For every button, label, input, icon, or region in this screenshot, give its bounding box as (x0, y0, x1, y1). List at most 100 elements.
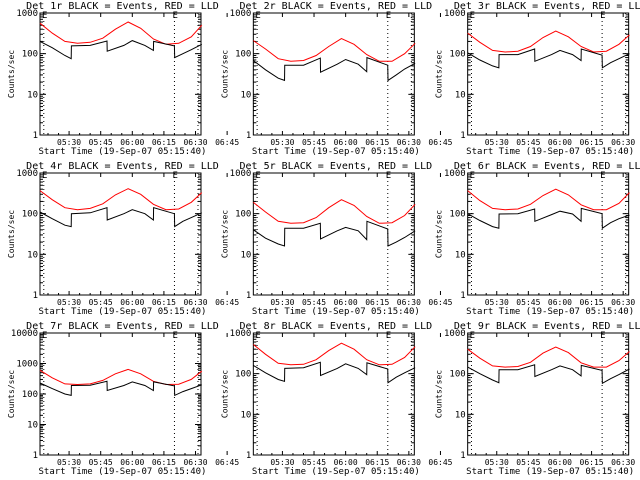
x-tick-label: 06:00 (334, 138, 358, 147)
e-marker: E (42, 11, 47, 21)
y-tick-label: 1000 (230, 169, 252, 179)
e-marker: E (172, 11, 177, 21)
y-tick-label: 10 (455, 410, 466, 420)
e-marker: E (386, 171, 391, 181)
e-marker: E (255, 11, 260, 21)
y-tick-label: 10 (455, 250, 466, 260)
e-marker: E (42, 331, 47, 341)
x-tick-label: 05:45 (89, 298, 113, 307)
x-tick-label: 05:30 (57, 458, 81, 467)
x-tick-label: 05:30 (57, 298, 81, 307)
x-tick-label: 05:30 (57, 138, 81, 147)
series-events (39, 40, 203, 60)
y-tick-label: 10000 (11, 329, 38, 339)
x-axis-label: Start Time (19-Sep-07 05:15:40) (39, 147, 207, 157)
y-tick-label: 1000 (444, 169, 466, 179)
y-tick-label: 1000 (16, 9, 38, 19)
x-tick-label: 05:45 (89, 138, 113, 147)
y-axis-label: Counts/sec (435, 210, 444, 258)
series-lld (39, 21, 203, 45)
x-axis-label: Start Time (19-Sep-07 05:15:40) (466, 147, 634, 157)
e-marker: E (386, 331, 391, 341)
e-marker: E (172, 331, 177, 341)
panel-det-2: Det 2r BLACK = Events, RED = LLD 1 10 100 10… (220, 1, 452, 157)
y-tick-label: 1 (33, 131, 38, 141)
axes-frame (39, 12, 202, 136)
y-tick-label: 1 (460, 451, 465, 461)
x-tick-label: 06:15 (580, 298, 604, 307)
e-marker: E (600, 171, 605, 181)
x-tick-label: 05:45 (516, 458, 540, 467)
x-tick-label: 06:30 (611, 138, 635, 147)
series-lld (39, 188, 203, 211)
e-marker: E (172, 171, 177, 181)
x-axis-label: Start Time (19-Sep-07 05:15:40) (466, 307, 634, 317)
e-marker: E (42, 171, 47, 181)
axes-frame (467, 172, 630, 296)
series-events (467, 48, 630, 69)
y-tick-label: 1000 (230, 329, 252, 339)
x-tick-label: 06:30 (183, 138, 207, 147)
panel-det-7: Det 7r BLACK = Events, RED = LLD 1 10 100 10… (7, 321, 239, 477)
y-axis-label: Counts/sec (220, 50, 229, 98)
panel-det-3: Det 3r BLACK = Events, RED = LLD 1 10 100 10… (435, 1, 640, 157)
series-events (39, 380, 202, 397)
y-tick-label: 100 (22, 210, 38, 220)
axes-frame (252, 172, 415, 296)
x-tick-label: 06:15 (152, 458, 176, 467)
e-marker: E (470, 331, 475, 341)
panel-det-9: Det 9r BLACK = Events, RED = LLD 1 10 100 10… (435, 321, 640, 477)
series-events (467, 207, 630, 230)
x-tick-label: 06:00 (334, 298, 358, 307)
e-marker: E (255, 331, 260, 341)
x-tick-label: 06:15 (365, 458, 389, 467)
y-tick-label: 1 (460, 131, 465, 141)
y-tick-label: 1000 (230, 9, 252, 19)
series-lld (253, 342, 416, 366)
y-tick-label: 1000 (16, 360, 38, 370)
x-axis-label: Start Time (19-Sep-07 05:15:40) (252, 147, 420, 157)
x-tick-label: 06:30 (183, 458, 207, 467)
y-tick-label: 100 (235, 210, 251, 220)
x-tick-label: 05:45 (302, 298, 326, 307)
y-axis-label: Counts/sec (7, 50, 16, 98)
panel-title: Det 3r BLACK = Events, RED = LLD (454, 1, 640, 12)
x-tick-label: 06:15 (152, 298, 176, 307)
x-axis-label: Start Time (19-Sep-07 05:15:40) (252, 307, 420, 317)
panel-title: Det 7r BLACK = Events, RED = LLD (26, 321, 219, 332)
series-events (253, 220, 416, 247)
e-marker: E (255, 171, 260, 181)
panel-title: Det 1r BLACK = Events, RED = LLD (26, 1, 219, 12)
x-tick-label: 05:45 (89, 458, 113, 467)
x-tick-label: 06:00 (120, 458, 144, 467)
series-lld (39, 368, 203, 386)
x-tick-label: 06:00 (548, 138, 572, 147)
axes-frame (467, 332, 630, 456)
panel-det-8: Det 8r BLACK = Events, RED = LLD 1 10 100 10… (220, 321, 452, 477)
panel-det-6: Det 6r BLACK = Events, RED = LLD 1 10 100 10… (435, 161, 640, 317)
panel-det-5: Det 5r BLACK = Events, RED = LLD 1 10 100 10… (220, 161, 452, 317)
x-tick-label: 06:15 (580, 458, 604, 467)
x-tick-label: 05:45 (516, 138, 540, 147)
x-axis-label: Start Time (19-Sep-07 05:15:40) (39, 467, 207, 477)
x-tick-label: 06:00 (334, 458, 358, 467)
y-tick-label: 10 (240, 90, 251, 100)
x-tick-label: 06:45 (215, 298, 239, 307)
panel-title: Det 4r BLACK = Events, RED = LLD (26, 161, 219, 172)
series-lld (467, 30, 630, 53)
y-tick-label: 10 (240, 410, 251, 420)
y-tick-label: 1 (246, 451, 251, 461)
x-tick-label: 05:30 (485, 298, 509, 307)
x-tick-label: 06:30 (611, 298, 635, 307)
y-tick-label: 1 (246, 291, 251, 301)
y-tick-label: 1000 (444, 329, 466, 339)
y-tick-label: 10 (27, 90, 38, 100)
axes-frame (39, 172, 202, 296)
y-tick-label: 1 (33, 291, 38, 301)
x-tick-label: 05:45 (302, 138, 326, 147)
series-lld (467, 346, 630, 368)
e-marker: E (600, 11, 605, 21)
series-events (467, 364, 630, 385)
y-tick-label: 10 (27, 250, 38, 260)
e-marker: E (600, 331, 605, 341)
